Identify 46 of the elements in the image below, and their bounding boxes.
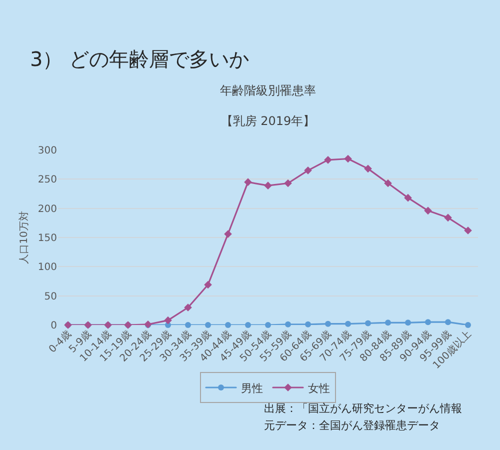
y-tick-label: 200 [38, 204, 57, 215]
y-tick-label: 150 [38, 233, 57, 244]
text: 出展：「国立がん研究センターがん情報 [264, 402, 462, 415]
point [445, 319, 451, 326]
point [184, 304, 192, 312]
legend-label: 男性 [241, 382, 263, 395]
point [465, 322, 471, 328]
point [345, 320, 351, 327]
chart-title: 年齢階級別罹患率 [220, 83, 316, 98]
point [164, 316, 172, 324]
y-tick-label: 250 [38, 174, 57, 186]
y-axis-title: 人口10万対 [18, 211, 30, 264]
point [225, 322, 231, 328]
y-tick-label: 0 [50, 320, 57, 332]
point [244, 178, 252, 186]
point [404, 194, 412, 202]
point [384, 179, 392, 188]
point [364, 164, 372, 173]
point [224, 230, 232, 238]
point [325, 320, 331, 327]
point [285, 321, 291, 328]
point [304, 166, 312, 174]
point [425, 319, 431, 326]
text: 元データ：全国がん登録罹患データ [264, 419, 440, 432]
legend-label: 女性 [308, 382, 330, 395]
point [185, 322, 191, 328]
chart-subtitle: 【乳房 2019年】 [220, 114, 316, 128]
y-tick-label: 50 [44, 291, 57, 302]
y-tick-label: 300 [38, 146, 57, 156]
point [305, 321, 311, 328]
point [385, 320, 391, 326]
point [205, 322, 211, 328]
text: 3） どの年齢層で多いか [30, 47, 250, 71]
point [265, 322, 271, 328]
point [264, 182, 272, 190]
y-tick-label: 100 [38, 262, 57, 274]
point [424, 206, 432, 215]
point [284, 179, 292, 188]
point [405, 320, 411, 326]
point [204, 280, 212, 289]
point [444, 214, 452, 222]
point [344, 154, 352, 163]
point [464, 226, 472, 234]
point [365, 320, 371, 326]
point [245, 322, 251, 328]
point [324, 156, 332, 164]
